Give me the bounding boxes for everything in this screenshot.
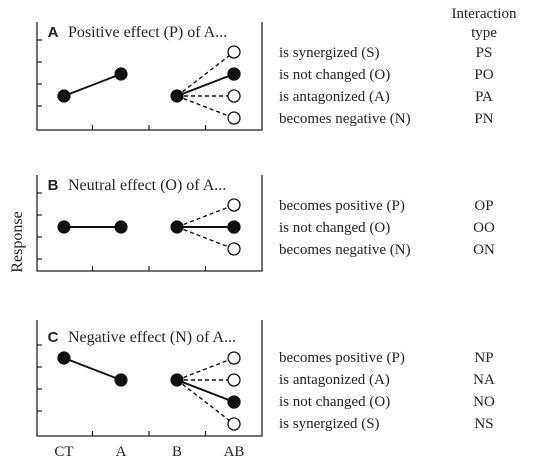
b-ab-dashed-line [176, 95, 235, 119]
outcome-description: is not changed (O) [279, 220, 390, 236]
panel-letter: A [48, 24, 59, 41]
x-tick-label: B [172, 444, 182, 460]
interaction-code: NA [473, 372, 495, 388]
ab-point-open [227, 242, 241, 256]
x-tick-label: AB [224, 444, 245, 460]
ab-point-open [227, 417, 241, 431]
ab-point-open [227, 111, 241, 125]
interaction-code: PS [476, 45, 493, 61]
b-point [170, 220, 184, 234]
panel-c: C Negative effect (N) of A... becomes posi… [36, 320, 495, 437]
x-tick-label: A [116, 444, 127, 460]
interaction-code: NO [473, 394, 495, 410]
outcome-description: is not changed (O) [279, 67, 390, 83]
ct-a-line [63, 73, 122, 97]
b-point [170, 373, 184, 387]
interaction-code: OP [474, 198, 493, 214]
panel-title: Negative effect (N) of A... [68, 329, 236, 346]
panel-a: A Positive effect (P) of A... is synergize… [36, 22, 494, 131]
ab-point-filled [227, 220, 241, 234]
panel-letter: B [48, 177, 59, 194]
ab-point-open [227, 198, 241, 212]
a-point [114, 373, 128, 387]
panel-b: B Neutral effect (O) of A... becomes posit… [36, 175, 495, 272]
interaction-header-line1: Interaction [452, 6, 517, 22]
ct-point [57, 89, 71, 103]
interaction-code: PA [475, 89, 493, 105]
y-axis-label: Response [9, 211, 26, 272]
ab-point-open [227, 45, 241, 59]
a-point [114, 220, 128, 234]
ct-point [57, 220, 71, 234]
b-ab-dashed-line [176, 357, 235, 381]
outcome-description: is synergized (S) [279, 416, 380, 432]
ct-a-line [63, 357, 122, 381]
b-ab-dashed-line [176, 379, 235, 425]
ab-point-open [227, 373, 241, 387]
interaction-code: NS [474, 416, 493, 432]
ab-point-filled [227, 395, 241, 409]
ct-point [57, 351, 71, 365]
interaction-header-line2: type [471, 25, 497, 41]
outcome-description: becomes negative (N) [279, 111, 411, 127]
interaction-code: ON [473, 242, 495, 258]
outcome-description: becomes positive (P) [279, 350, 405, 366]
outcome-description: is antagonized (A) [279, 89, 390, 105]
a-point [114, 67, 128, 81]
b-ab-dashed-line [176, 51, 235, 97]
panel-title: Positive effect (P) of A... [68, 24, 227, 41]
b-point [170, 89, 184, 103]
x-tick-group: CT A B AB [54, 444, 244, 460]
x-tick-label: CT [54, 444, 73, 460]
outcome-description: is synergized (S) [279, 45, 380, 61]
ab-point-filled [227, 67, 241, 81]
panels-group: A Positive effect (P) of A... is synergize… [36, 22, 495, 437]
panel-letter: C [48, 329, 59, 346]
outcome-description: is not changed (O) [279, 394, 390, 410]
interaction-code: PN [474, 111, 493, 127]
interaction-code: OO [473, 220, 495, 236]
outcome-description: is antagonized (A) [279, 372, 390, 388]
ab-point-open [227, 89, 241, 103]
b-ab-dashed-line [176, 226, 235, 250]
interaction-code: NP [474, 350, 493, 366]
ab-point-open [227, 351, 241, 365]
b-ab-solid-line [176, 73, 235, 97]
outcome-description: becomes negative (N) [279, 242, 411, 258]
outcome-description: becomes positive (P) [279, 198, 405, 214]
b-ab-dashed-line [176, 204, 235, 228]
panel-title: Neutral effect (O) of A... [68, 177, 226, 194]
interaction-code: PO [474, 67, 493, 83]
b-ab-solid-line [176, 379, 235, 403]
